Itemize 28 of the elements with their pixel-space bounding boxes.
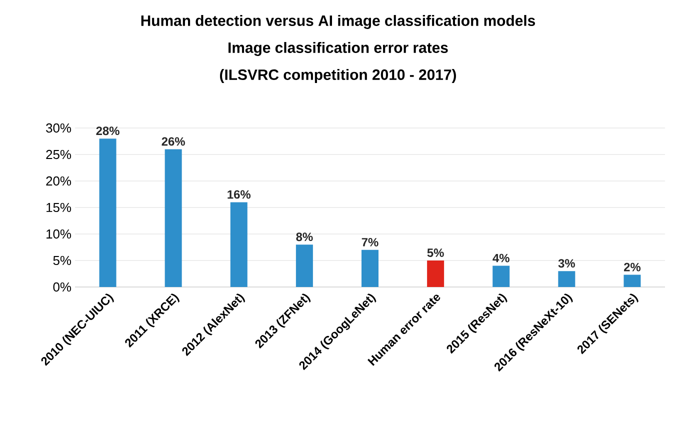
data-label: 5% (427, 248, 444, 257)
bar (558, 271, 576, 287)
chart-title: Human detection versus AI image classification models (141, 15, 536, 29)
bar (492, 266, 510, 287)
bar (230, 202, 248, 287)
data-label: 26% (162, 137, 185, 146)
bar (296, 244, 313, 287)
data-label: 16% (228, 190, 251, 199)
bar (624, 274, 641, 287)
y-tick-label: 30% (46, 123, 72, 133)
bar (427, 260, 444, 287)
bar (99, 138, 116, 287)
data-label: 8% (296, 232, 313, 242)
data-label: 7% (362, 238, 378, 246)
bar (362, 250, 378, 287)
y-tick-label: 5% (53, 256, 72, 266)
y-tick-label: 15% (46, 202, 72, 212)
bar (164, 149, 182, 287)
data-label: 2% (624, 262, 641, 272)
data-label: 28% (96, 126, 120, 136)
y-tick-label: 0% (53, 282, 72, 292)
text: (ILSVRC competition 2010 - 2017) (220, 69, 456, 83)
data-label: 3% (558, 259, 575, 268)
y-tick-label: 20% (46, 176, 72, 186)
chart-subtitle: Image classification error rates (228, 42, 448, 56)
y-tick-label: 25% (46, 150, 72, 160)
y-tick-label: 10% (46, 229, 72, 239)
data-label: 4% (492, 254, 510, 262)
